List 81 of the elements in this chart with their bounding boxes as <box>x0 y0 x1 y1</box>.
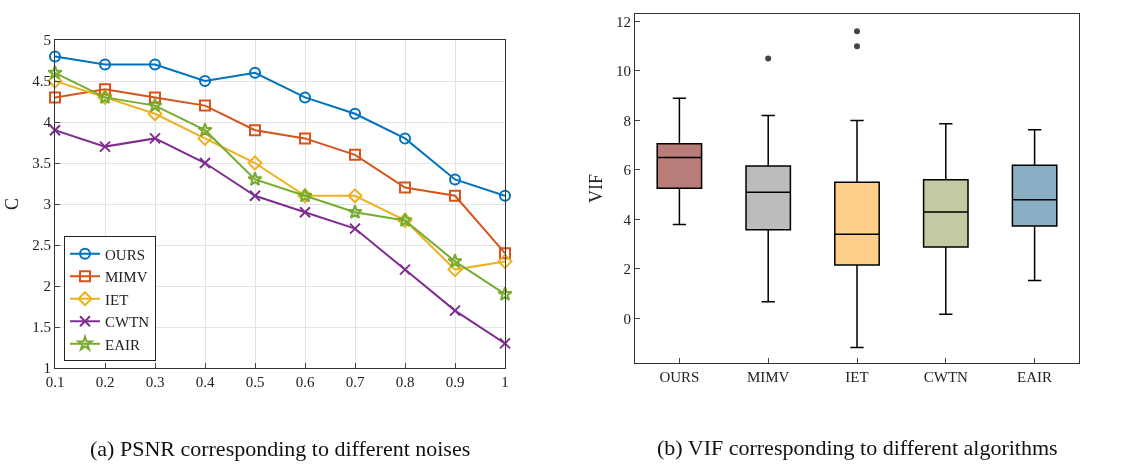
point <box>49 91 61 104</box>
y-tick-label: 6 <box>623 162 632 179</box>
x-tick-label: 0.5 <box>245 374 265 390</box>
x-tick-label: 0.8 <box>395 374 415 390</box>
point <box>149 132 161 145</box>
point <box>49 124 61 137</box>
point <box>497 286 513 301</box>
y-tick-label: 12 <box>616 13 631 30</box>
point <box>249 189 261 202</box>
point <box>447 262 463 278</box>
point <box>399 132 411 145</box>
point <box>449 173 461 186</box>
x-tick-label: 0.9 <box>445 374 465 390</box>
x-tick-label: 0.3 <box>145 374 165 390</box>
point <box>449 304 461 317</box>
x-tick-label: 0.2 <box>95 374 115 390</box>
y-tick-label: 1.5 <box>32 319 51 336</box>
point <box>99 83 111 96</box>
legend-label: EAIR <box>105 336 140 353</box>
point <box>149 58 161 71</box>
point <box>99 140 111 153</box>
x-tick-label: IET <box>845 369 869 385</box>
point <box>497 253 513 269</box>
point <box>249 66 261 79</box>
point <box>499 337 511 350</box>
point <box>149 91 161 104</box>
y-tick-label: 4.5 <box>32 73 51 90</box>
legend-label: CWTN <box>105 314 150 331</box>
point <box>299 91 311 104</box>
x-tick-label: 1 <box>501 374 509 390</box>
text: (a) PSNR corresponding to different noises <box>90 436 471 461</box>
point <box>197 122 213 137</box>
point <box>349 222 361 235</box>
point <box>247 155 263 171</box>
point <box>247 171 263 187</box>
point <box>299 132 311 145</box>
y-tick-label: 10 <box>616 63 631 80</box>
y-tick-label: 3 <box>43 196 51 213</box>
legend-label: OURS <box>105 246 146 263</box>
x-tick-label: EAIR <box>1017 369 1053 385</box>
point <box>449 189 461 202</box>
point <box>199 75 211 87</box>
point <box>447 253 463 269</box>
text: (b) VIF corresponding to different algorithms <box>657 435 1058 460</box>
point <box>349 148 361 161</box>
point <box>99 58 111 71</box>
point <box>147 106 163 122</box>
y-tick-label: 2 <box>623 261 631 278</box>
legend-label: MIMV <box>105 269 148 286</box>
y-tick-label: 2.5 <box>32 237 51 254</box>
y-tick-label: 5 <box>43 32 51 49</box>
point <box>347 188 363 204</box>
y-tick-label: 4 <box>43 114 52 131</box>
point <box>347 204 363 219</box>
point <box>249 124 261 137</box>
point <box>399 181 411 194</box>
point <box>499 189 511 202</box>
x-tick-label: MIMV <box>746 369 790 385</box>
x-tick-label: 0.4 <box>195 374 215 390</box>
point <box>399 263 411 276</box>
point <box>349 107 361 120</box>
point <box>499 247 511 260</box>
y-axis-title: VIF <box>586 173 607 204</box>
x-tick-label: 0.6 <box>295 374 315 390</box>
y-axis-title: C <box>2 197 23 211</box>
y-tick-label: 2 <box>43 278 51 295</box>
point <box>199 157 211 169</box>
x-tick-label: OURS <box>659 369 700 385</box>
y-tick-label: 0 <box>623 310 631 327</box>
legend-label: IET <box>105 291 129 308</box>
point <box>49 50 61 63</box>
x-tick-label: 0.7 <box>345 374 365 390</box>
y-tick-label: 4 <box>623 211 632 228</box>
y-tick-label: 3.5 <box>32 155 51 172</box>
x-tick-label: CWTN <box>923 369 969 385</box>
point <box>147 97 163 113</box>
y-tick-label: 8 <box>623 112 631 129</box>
point <box>199 99 211 112</box>
x-tick-label: 0.1 <box>45 374 65 390</box>
point <box>299 206 311 219</box>
point <box>197 130 213 146</box>
